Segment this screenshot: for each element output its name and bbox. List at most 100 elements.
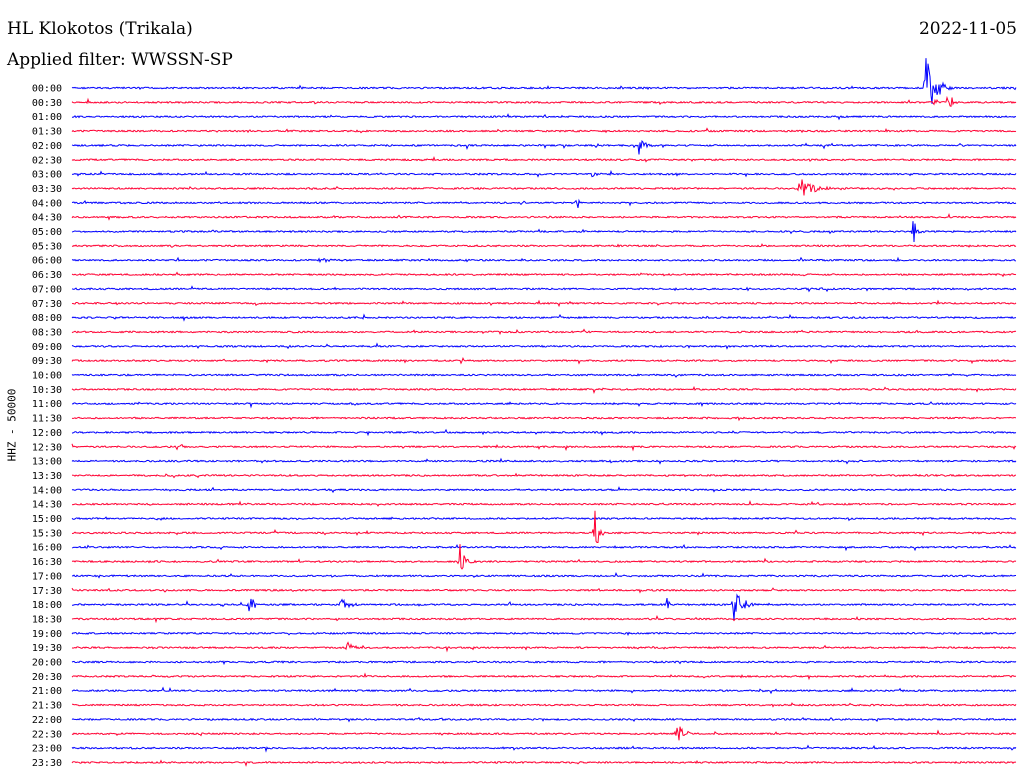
time-row-label: 03:30 <box>32 184 62 195</box>
time-row-label: 21:00 <box>32 686 62 697</box>
time-row-label: 00:30 <box>32 98 62 109</box>
trace-line <box>71 544 1017 570</box>
time-row-label: 19:30 <box>32 643 62 654</box>
time-row-label: 22:30 <box>32 729 62 740</box>
trace-line <box>71 457 1017 465</box>
trace-line <box>71 155 1017 163</box>
time-row-label: 10:00 <box>32 371 62 382</box>
trace-line <box>71 500 1017 507</box>
time-row-label: 04:00 <box>32 198 62 209</box>
time-row-label: 09:00 <box>32 342 62 353</box>
time-row-label: 12:30 <box>32 442 62 453</box>
time-row-label: 08:00 <box>32 313 62 324</box>
time-row-label: 03:00 <box>32 170 62 181</box>
time-row-label: 05:30 <box>32 241 62 252</box>
trace-line <box>71 510 1017 543</box>
trace-line <box>71 401 1017 409</box>
time-row-label: 17:00 <box>32 571 62 582</box>
time-row-label: 02:00 <box>32 141 62 152</box>
time-row-label: 01:30 <box>32 127 62 138</box>
trace-line <box>71 572 1016 579</box>
trace-line <box>71 587 1017 594</box>
trace-line <box>71 169 1017 178</box>
trace-line <box>71 672 1017 681</box>
trace-line <box>71 486 1017 494</box>
time-row-label: 04:30 <box>32 213 62 224</box>
trace-line <box>71 385 1017 395</box>
time-row-label: 18:00 <box>32 600 62 611</box>
time-row-label: 06:00 <box>32 256 62 267</box>
station-title: HL Klokotos (Trikala) <box>7 19 193 39</box>
trace-line <box>71 631 1017 637</box>
time-row-label: 12:00 <box>32 428 62 439</box>
trace-line <box>71 256 1017 264</box>
trace-line <box>71 357 1017 365</box>
trace-line <box>71 95 1017 108</box>
date-label: 2022-11-05 <box>918 19 1017 39</box>
time-row-label: 20:00 <box>32 658 62 669</box>
time-row-label: 13:00 <box>32 457 62 468</box>
trace-line <box>71 198 1017 209</box>
time-row-label: 06:30 <box>32 270 62 281</box>
trace-line <box>71 544 1017 552</box>
time-row-label: 16:30 <box>32 557 62 568</box>
trace-line <box>71 342 1017 350</box>
time-row-label: 15:00 <box>32 514 62 525</box>
trace-line <box>71 373 1017 378</box>
trace-line <box>71 428 1017 437</box>
time-row-label: 14:30 <box>32 500 62 511</box>
trace-line <box>71 593 1017 621</box>
time-row-label: 08:30 <box>32 327 62 338</box>
trace-line <box>71 113 1017 121</box>
time-row-label: 11:30 <box>32 414 62 425</box>
time-row-label: 19:00 <box>32 629 62 640</box>
time-row-label: 23:00 <box>32 744 62 755</box>
trace-line <box>71 299 1017 308</box>
trace-line <box>71 443 1017 452</box>
time-row-label: 11:00 <box>32 399 62 410</box>
time-row-label: 22:00 <box>32 715 62 726</box>
trace-line <box>71 179 1017 196</box>
time-row-label: 00:00 <box>32 84 62 95</box>
time-row-label: 16:00 <box>32 543 62 554</box>
trace-line <box>71 759 1017 767</box>
time-row-label: 14:00 <box>32 485 62 496</box>
trace-line <box>71 472 1017 479</box>
trace-line <box>71 127 1017 134</box>
trace-line <box>71 614 1017 624</box>
trace-line <box>71 516 1017 522</box>
time-row-label: 15:30 <box>32 528 62 539</box>
time-row-label: 01:00 <box>32 112 62 123</box>
trace-line <box>71 660 1017 666</box>
time-row-label: 09:30 <box>32 356 62 367</box>
filter-label: Applied filter: WWSSN-SP <box>7 50 233 70</box>
trace-line <box>71 58 1017 104</box>
time-row-label: 17:30 <box>32 586 62 597</box>
trace-line <box>71 641 1017 653</box>
time-row-label: 21:30 <box>32 701 62 712</box>
trace-line <box>71 328 1017 336</box>
time-row-label: 05:00 <box>32 227 62 238</box>
trace-line <box>71 243 1017 248</box>
trace-line <box>71 221 1017 243</box>
time-row-label: 13:30 <box>32 471 62 482</box>
time-row-label: 23:30 <box>32 758 62 769</box>
time-row-label: 07:00 <box>32 284 62 295</box>
trace-line <box>71 416 1017 422</box>
trace-line <box>71 726 1017 741</box>
trace-line <box>71 744 1017 753</box>
time-row-label: 20:30 <box>32 672 62 683</box>
trace-line <box>71 140 1017 155</box>
trace-line <box>71 313 1017 322</box>
trace-line <box>71 285 1017 293</box>
time-row-label: 10:30 <box>32 385 62 396</box>
trace-line <box>71 271 1017 278</box>
trace-line <box>71 212 1017 221</box>
trace-line <box>71 716 1017 723</box>
time-row-label: 07:30 <box>32 299 62 310</box>
time-row-label: 18:30 <box>32 614 62 625</box>
trace-line <box>71 686 1017 695</box>
time-row-label: 02:30 <box>32 155 62 166</box>
trace-line <box>72 702 1017 708</box>
